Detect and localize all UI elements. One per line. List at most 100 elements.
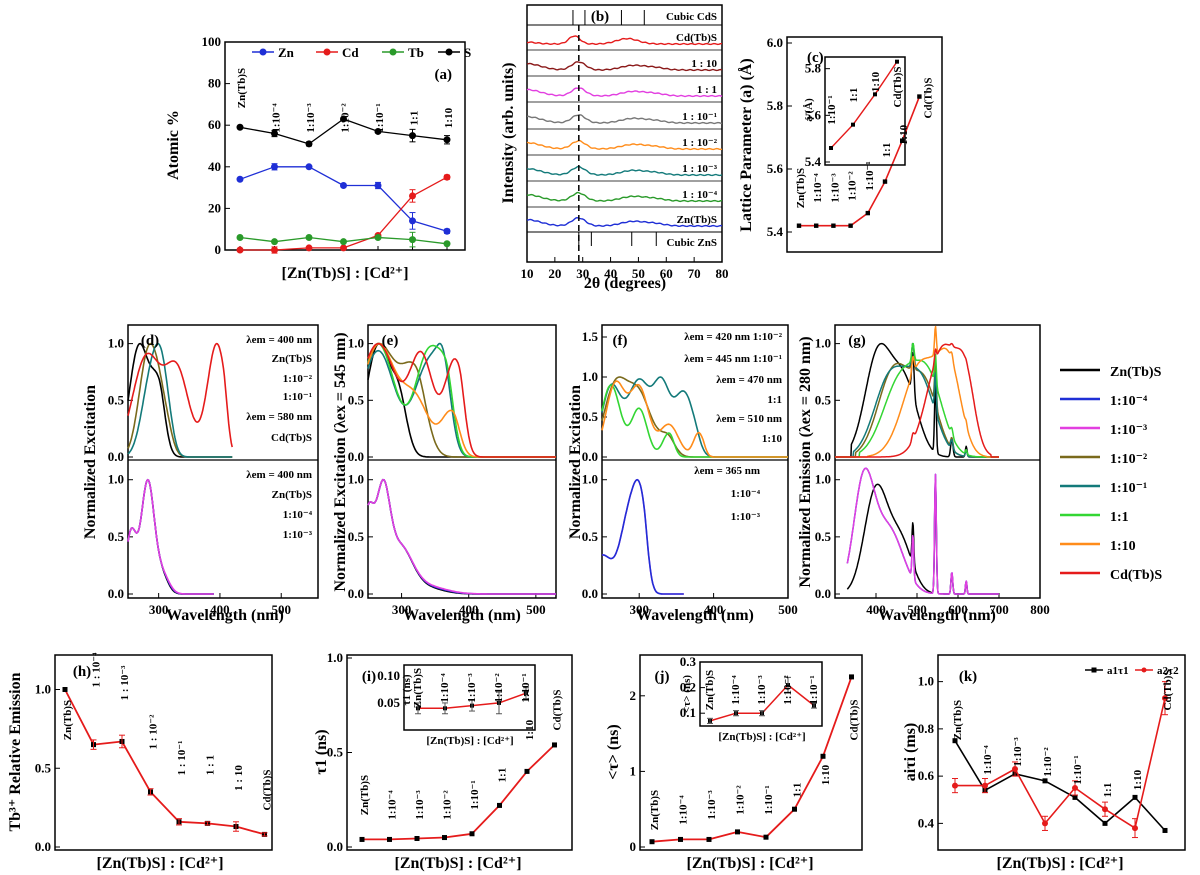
panel-j-inset-label: Zn(Tb)S (704, 670, 716, 710)
panel-j-point (820, 753, 826, 759)
panel-j-ytick-label: 1 (630, 763, 637, 778)
panel-b-trace-label: Cd(Tb)S (676, 32, 717, 44)
panel-i-xlabel: [Zn(Tb)S] : [Cd²⁺] (394, 855, 521, 872)
panel-a-point-Tb (271, 238, 278, 246)
panel-f-bottom-annotation: λem = 365 nm (694, 465, 760, 477)
panel-e-label: (e) (382, 333, 399, 349)
panel-g-top-trace (834, 342, 1000, 458)
panel-k-category-label: 1:10⁻⁴ (982, 745, 994, 775)
panel-f-bottom-annotation: 1:10⁻⁴ (731, 488, 761, 500)
panel-f-top-annotation: 1:1 (767, 394, 782, 406)
panel-e-xtick-label: 300 (392, 602, 412, 617)
panel-k-xlabel: [Zn(Tb)S] : [Cd²⁺] (996, 855, 1123, 872)
panel-h-point (62, 687, 68, 692)
panel-h-category-label: Zn(Tb)S (62, 700, 74, 740)
panel-b-xtick-label: 20 (548, 266, 561, 281)
panel-j-point (678, 836, 683, 842)
panel-h-category-label: 1 : 10⁻² (148, 714, 160, 749)
panel-k-ytick-label: 0.6 (918, 768, 935, 783)
panel-k-axes (937, 654, 1186, 851)
panel-e-top-ytick-label: 0.5 (348, 392, 365, 407)
panel-a-point-Cd (305, 244, 313, 252)
panel-e-bottom-trace (367, 478, 556, 595)
panel-h-category-label: 1 : 10⁻³ (119, 665, 131, 700)
panel-c-inset-point (829, 146, 833, 150)
panel-d-top-annotation: λem = 580 nm (246, 411, 312, 423)
panel-g-xtick-label: 600 (948, 602, 968, 617)
panel-k-ytick-label: 0.8 (918, 721, 935, 736)
panel-f-top-annotation: λem = 510 nm (716, 413, 782, 425)
panel-a-xlabel: [Zn(Tb)S] : [Cd²⁺] (281, 265, 408, 282)
panel-a-ytick-label: 40 (208, 159, 221, 174)
panel-c-ytick-label: 5.4 (767, 224, 784, 239)
panel-a-label: (a) (435, 67, 453, 83)
panel-e-axes (367, 324, 557, 599)
panel-j-axes (639, 654, 863, 851)
panel-i-category-label: Zn(Tb)S (359, 775, 371, 815)
panel-j-point (735, 829, 740, 835)
panel-g-top-trace (834, 342, 1000, 458)
panel-b-trace-label: 1 : 10 (691, 58, 717, 70)
panel-a-point-Tb (443, 240, 451, 248)
panel-b-trace-Zn(Tb)S (526, 216, 723, 228)
panel-e-top-trace (367, 342, 556, 458)
panel-k-point-a1τ1 (1132, 794, 1138, 800)
panel-g-label: (g) (848, 333, 866, 349)
panel-h-ytick-label: 0.5 (35, 760, 52, 775)
panel-c-category-label: Zn(Tb)S (795, 168, 807, 208)
panel-d-bottom-annotation: 1:10⁻⁴ (283, 509, 313, 521)
panel-c-inset-point (873, 92, 877, 97)
panel-d-top-annotation: Zn(Tb)S (272, 353, 312, 365)
panel-f-bottom-ytick-label: 1.0 (582, 472, 598, 487)
panel-k-ytick-label: 1.0 (918, 674, 934, 689)
panel-a-point-S (374, 127, 382, 135)
panel-k-legend-marker (1141, 667, 1147, 673)
panel-a-legend-label: Cd (342, 45, 359, 60)
panel-d-ylabel: Normalized Excitation (82, 385, 99, 539)
panel-j-inset-label: 1:10⁻³ (756, 675, 768, 705)
panel-i-category-label: Cd(Tb)S (552, 690, 564, 731)
panel-h-ytick-label: 0.0 (35, 839, 51, 854)
panel-k-category-label: 1:10⁻² (1042, 747, 1054, 777)
panel-f-top-annotation: λem = 420 nm 1:10⁻² (684, 331, 782, 343)
panel-d-top-trace (127, 342, 233, 458)
panel-d-bottom-annotation: λem = 400 nm (246, 469, 312, 481)
panel-k-label: (k) (959, 669, 977, 685)
panel-c-inset-label: 1:10 (870, 71, 882, 92)
legend-label: 1:10⁻⁴ (1110, 394, 1148, 409)
panel-d-xtick-label: 500 (271, 602, 291, 617)
panel-b-ylabel: Intensity (arb. units) (500, 63, 517, 204)
panel-a-category-label: 1:10⁻⁴ (271, 103, 283, 133)
panel-f-top-trace (601, 380, 788, 458)
panel-b-trace-1:1 (526, 87, 723, 98)
panel-j-label: (j) (655, 669, 670, 685)
panel-b-trace-label: Zn(Tb)S (677, 214, 717, 226)
panel-i-inset-label: 1:10⁻² (493, 673, 505, 703)
panel-g-xtick-label: 400 (866, 602, 886, 617)
panel-j-ylabel: <τ> (ns) (605, 724, 622, 779)
panel-f-xlabel: Wavelength (nm) (636, 607, 754, 624)
panel-k-point-a1τ1 (952, 738, 958, 744)
panel-b-trace-1:10⁻⁴ (526, 191, 723, 203)
panel-j-inset-axes (699, 661, 823, 727)
panel-d-top-trace (127, 342, 233, 448)
legend-label: 1:10 (1110, 539, 1136, 554)
legend-label: Cd(Tb)S (1110, 568, 1162, 583)
panel-h-xlabel: [Zn(Tb)S] : [Cd²⁺] (96, 855, 223, 872)
panel-f-ylabel: Normalized Excitation (567, 385, 584, 539)
panel-h-ylabel: Tb³⁺ Relative Emission (7, 672, 24, 831)
panel-e-xlabel: Wavelength (nm) (403, 607, 521, 624)
panel-b-trace-label: 1 : 10⁻³ (682, 163, 717, 175)
panel-j-category-label: Cd(Tb)S (849, 700, 861, 741)
panel-e-xtick-label: 500 (526, 602, 546, 617)
panel-k-category-label: Zn(Tb)S (952, 700, 964, 740)
panel-a-ytick-label: 100 (202, 34, 222, 49)
panel-i-point (359, 836, 365, 842)
panel-d-xtick-label: 400 (210, 602, 230, 617)
panel-b-xtick-label: 30 (576, 266, 589, 281)
panel-b-axes (526, 4, 723, 263)
panel-a-point-Cd (340, 244, 347, 252)
panel-i-point (524, 768, 530, 774)
panel-h-category-label: 1 : 10⁻⁴ (91, 652, 103, 687)
